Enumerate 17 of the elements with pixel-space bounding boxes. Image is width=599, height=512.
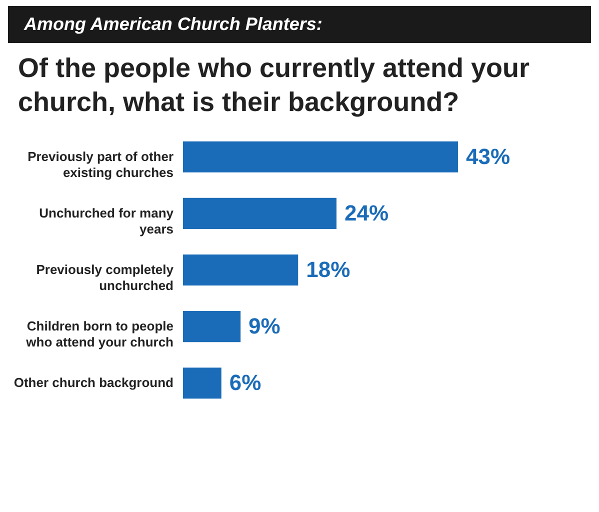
bar [183, 141, 458, 172]
y-tick-label: Previously completely unchurched [36, 262, 174, 293]
y-tick-label: Unchurched for many years [39, 205, 174, 236]
bar [183, 311, 241, 342]
y-tick-label: Other church background [14, 375, 174, 390]
y-tick-label: Previously part of other existing churches [28, 148, 174, 180]
data-label: 43% [466, 144, 510, 169]
y-tick-label: Children born to people who attend your church [25, 318, 174, 350]
bar [183, 254, 298, 286]
data-label: 9% [248, 314, 280, 339]
bar [183, 368, 222, 399]
chart-title: Among American Church Planters: [8, 6, 591, 43]
data-label: 24% [344, 200, 389, 226]
bar [183, 198, 336, 229]
data-label: 6% [229, 370, 262, 396]
chart-subtitle: Of the people who currently attend your church, what is their background? [17, 52, 531, 119]
data-label: 18% [306, 257, 350, 282]
